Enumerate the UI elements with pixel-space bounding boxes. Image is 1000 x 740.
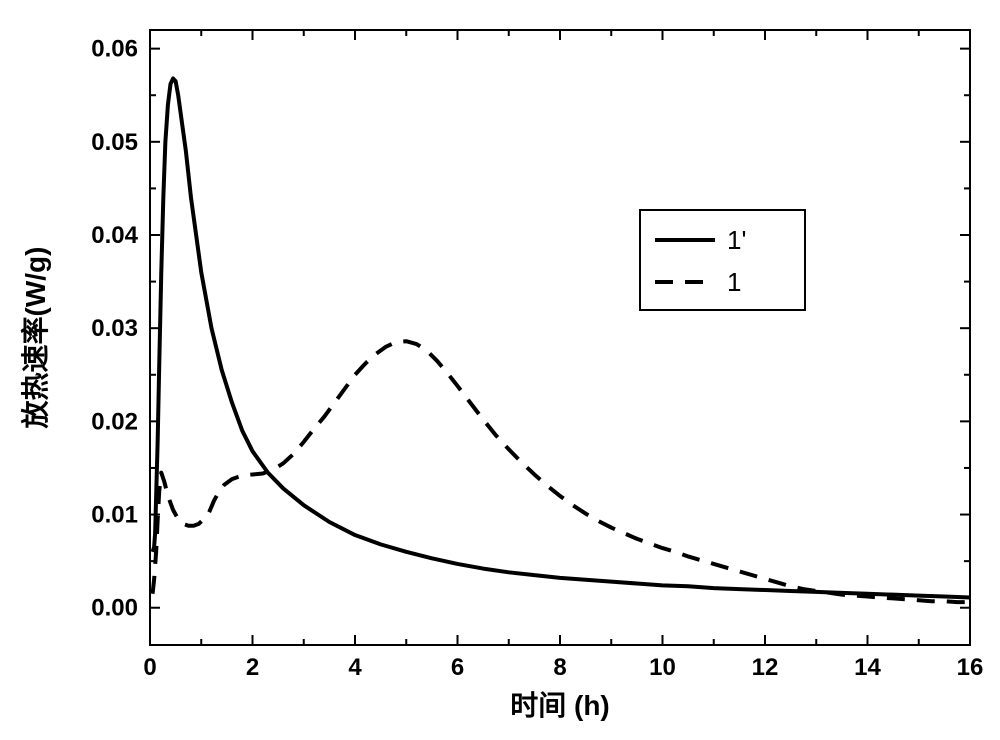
x-tick-label: 4	[348, 654, 362, 681]
series-line-1	[153, 341, 970, 602]
x-tick-label: 12	[752, 654, 779, 681]
x-tick-label: 2	[246, 654, 259, 681]
x-tick-label: 16	[957, 654, 984, 681]
x-axis-label: 时间 (h)	[510, 690, 610, 721]
legend-box	[640, 210, 805, 310]
x-tick-label: 0	[143, 654, 156, 681]
y-tick-label: 0.03	[91, 315, 138, 342]
plot-border	[150, 30, 970, 645]
legend-label-1: 1	[727, 267, 741, 297]
legend-label-0: 1'	[727, 225, 746, 255]
legend: 1'1	[640, 210, 805, 310]
y-tick-label: 0.04	[91, 222, 138, 249]
chart-svg: 0 2 4 6 8 10 12 14 16 0.00 0.01 0.02 0.03 0.04 0.05 0.0…	[0, 0, 1000, 740]
x-tick-label: 8	[553, 654, 566, 681]
chart-container: 0 2 4 6 8 10 12 14 16 0.00 0.01 0.02 0.03 0.04 0.05 0.0…	[0, 0, 1000, 740]
x-tick-label: 6	[451, 654, 464, 681]
y-tick-label: 0.06	[91, 36, 138, 63]
series-line-0	[153, 78, 970, 597]
y-tick-label: 0.05	[91, 129, 138, 156]
x-tick-label: 14	[854, 654, 881, 681]
x-tick-label: 10	[649, 654, 676, 681]
y-tick-label: 0.02	[91, 408, 138, 435]
y-tick-label: 0.00	[91, 595, 138, 622]
series-group	[153, 78, 970, 602]
y-tick-label: 0.01	[91, 502, 138, 529]
y-axis-label: 放热速率(W/g)	[19, 247, 51, 430]
